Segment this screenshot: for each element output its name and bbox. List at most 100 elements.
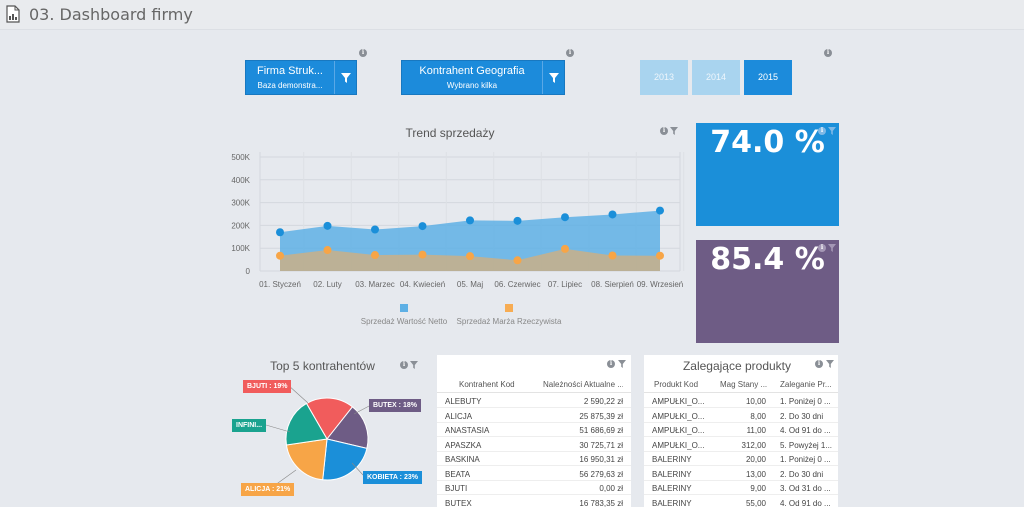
year-button-2015[interactable]: 2015 [744, 60, 792, 95]
pie-slice[interactable] [326, 406, 369, 449]
table-cell: 1. Poniżej 0 ... [780, 455, 831, 464]
table-cell: 16 783,35 zł [579, 498, 623, 507]
table-header: Produkt Kod Mag Stany ... Zaleganie Pr..… [644, 373, 838, 393]
info-icon[interactable]: i [824, 49, 832, 57]
column-header[interactable]: Zaleganie Pr... [780, 380, 832, 389]
filter-kontrahent-main[interactable]: Kontrahent Geografia Wybrano kilka [402, 61, 542, 94]
filter-kontrahent-geografia[interactable]: Kontrahent Geografia Wybrano kilka [401, 60, 565, 95]
info-icon[interactable]: i [607, 360, 615, 368]
data-point[interactable] [608, 251, 617, 260]
receivables-table: Kontrahent Kod Należności Aktualne ... A… [437, 373, 631, 507]
table-row[interactable]: BALERINY 20,00 1. Poniżej 0 ... [644, 452, 838, 466]
x-tick-label: 05. Maj [457, 280, 483, 289]
funnel-icon[interactable] [670, 127, 678, 135]
x-tick-label: 02. Luty [313, 280, 341, 289]
info-icon[interactable]: i [818, 127, 826, 135]
y-tick-label: 500K [231, 153, 250, 162]
info-icon[interactable]: i [566, 49, 574, 57]
column-header[interactable]: Kontrahent Kod [459, 380, 515, 389]
table-cell: 4. Od 91 do ... [780, 498, 831, 507]
table-cell: 8,00 [750, 411, 766, 421]
table-row[interactable]: ANASTASIA 51 686,69 zł [437, 423, 631, 437]
table-row[interactable]: BEATA 56 279,63 zł [437, 467, 631, 481]
table-cell: 5. Powyżej 1... [780, 440, 833, 450]
document-chart-icon [6, 5, 20, 23]
pie-slice[interactable] [322, 438, 368, 481]
funnel-icon[interactable] [828, 127, 836, 135]
data-point[interactable] [276, 251, 284, 260]
table-row[interactable]: AMPUŁKI_O... 10,00 1. Poniżej 0 ... [644, 394, 838, 408]
stagnant-products-panel: Zalegające produkty i Produkt Kod Mag St… [644, 355, 838, 507]
table-row[interactable]: AMPUŁKI_O... 312,00 5. Powyżej 1... [644, 438, 838, 452]
table-cell: 30 725,71 zł [579, 440, 623, 450]
pie-label-bjuti: BJUTI : 19% [243, 380, 292, 393]
column-header[interactable]: Mag Stany ... [720, 380, 768, 389]
data-point[interactable] [513, 216, 522, 225]
funnel-icon[interactable] [828, 244, 836, 252]
pie-slice[interactable] [285, 438, 328, 481]
y-tick-label: 400K [231, 176, 250, 185]
table-cell: AMPUŁKI_O... [652, 397, 705, 406]
data-point[interactable] [466, 216, 474, 225]
data-point[interactable] [656, 206, 664, 215]
column-header[interactable]: Należności Aktualne ... [543, 380, 623, 389]
data-point[interactable] [371, 251, 379, 260]
data-point[interactable] [608, 210, 617, 219]
table-row[interactable]: BJUTI 0,00 zł [437, 481, 631, 495]
y-tick-label: 200K [231, 221, 250, 230]
table-row[interactable]: APASZKA 30 725,71 zł [437, 438, 631, 452]
year-button-2014[interactable]: 2014 [692, 60, 740, 95]
year-button-2013[interactable]: 2013 [640, 60, 688, 95]
info-icon[interactable]: i [359, 49, 367, 57]
data-point[interactable] [418, 250, 427, 259]
table-cell: BALERINY [652, 455, 692, 464]
pie-slice[interactable] [285, 402, 328, 446]
filter-firma-value: Baza demonstra... [257, 81, 323, 90]
data-point[interactable] [276, 228, 284, 237]
info-icon[interactable]: i [400, 361, 408, 369]
table-row[interactable]: ALEBUTY 2 590,22 zł [437, 394, 631, 408]
info-icon[interactable]: i [818, 244, 826, 252]
title-bar: 03. Dashboard firmy [0, 0, 1024, 30]
table-cell: 1. Poniżej 0 ... [780, 397, 831, 406]
funnel-icon[interactable] [826, 360, 834, 368]
data-point[interactable] [323, 221, 332, 230]
table-cell: AMPUŁKI_O... [652, 411, 705, 421]
data-point[interactable] [561, 213, 569, 222]
info-icon[interactable]: i [660, 127, 668, 135]
pie-connector [265, 424, 291, 433]
table-cell: BEATA [445, 469, 471, 479]
data-point[interactable] [418, 222, 427, 231]
data-point[interactable] [323, 246, 332, 255]
legend-label[interactable]: Sprzedaż Wartość Netto [361, 317, 448, 326]
funnel-icon[interactable] [618, 360, 626, 368]
data-point[interactable] [656, 251, 664, 260]
info-icon[interactable]: i [815, 360, 823, 368]
data-point[interactable] [561, 244, 569, 253]
filter-kontrahent-funnel-button[interactable] [542, 61, 564, 94]
table-row[interactable]: BALERINY 13,00 2. Do 30 dni [644, 467, 838, 481]
table-row[interactable]: BALERINY 55,00 4. Od 91 do ... [644, 496, 838, 507]
table-row[interactable]: AMPUŁKI_O... 8,00 2. Do 30 dni [644, 409, 838, 423]
table-row[interactable]: AMPUŁKI_O... 11,00 4. Od 91 do ... [644, 423, 838, 437]
table-row[interactable]: BASKINA 16 950,31 zł [437, 452, 631, 466]
filter-firma-funnel-button[interactable] [334, 61, 356, 94]
table-cell: BALERINY [652, 498, 692, 507]
filter-firma-main[interactable]: Firma Struk... Baza demonstra... [246, 61, 334, 94]
funnel-icon[interactable] [410, 361, 418, 369]
table-cell: 2. Do 30 dni [780, 469, 824, 479]
legend-label[interactable]: Sprzedaż Marża Rzeczywista [457, 317, 562, 326]
pie-chart [265, 384, 372, 489]
table-row[interactable]: BALERINY 9,00 3. Od 31 do ... [644, 481, 838, 495]
table-cell: 55,00 [745, 498, 766, 507]
table-cell: 13,00 [745, 469, 766, 479]
data-point[interactable] [371, 225, 379, 234]
filter-firma-struktura[interactable]: Firma Struk... Baza demonstra... [245, 60, 357, 95]
table-cell: BUTEX [445, 498, 472, 507]
data-point[interactable] [466, 252, 474, 261]
table-row[interactable]: BUTEX 16 783,35 zł [437, 496, 631, 507]
table-row[interactable]: ALICJA 25 875,39 zł [437, 409, 631, 423]
column-header[interactable]: Produkt Kod [654, 380, 699, 389]
table-cell: BALERINY [652, 484, 692, 493]
data-point[interactable] [513, 256, 522, 265]
